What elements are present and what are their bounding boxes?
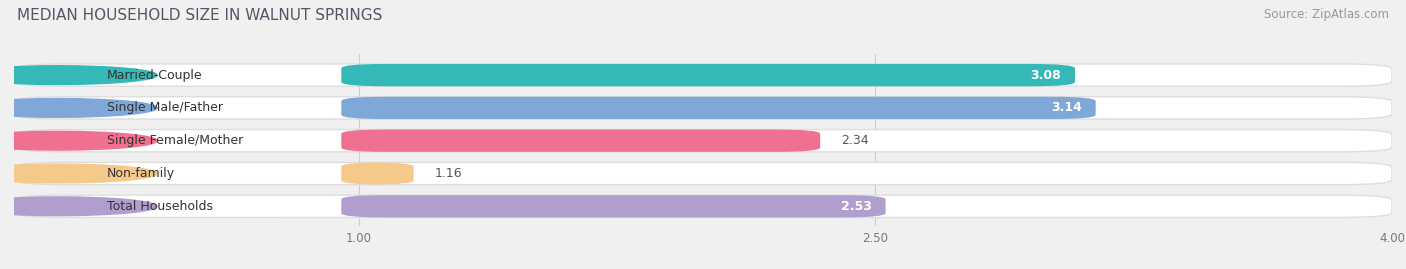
Text: Married-Couple: Married-Couple [107,69,202,82]
Text: 3.14: 3.14 [1052,101,1083,114]
FancyBboxPatch shape [14,97,1392,119]
Text: 2.34: 2.34 [841,134,869,147]
Circle shape [0,131,157,150]
Circle shape [0,197,157,216]
Circle shape [0,98,157,117]
FancyBboxPatch shape [14,64,1392,86]
Text: Total Households: Total Households [107,200,214,213]
Text: 3.08: 3.08 [1031,69,1062,82]
FancyBboxPatch shape [14,162,1392,185]
Text: Single Female/Mother: Single Female/Mother [107,134,243,147]
Text: MEDIAN HOUSEHOLD SIZE IN WALNUT SPRINGS: MEDIAN HOUSEHOLD SIZE IN WALNUT SPRINGS [17,8,382,23]
Text: 1.16: 1.16 [434,167,463,180]
Circle shape [0,164,157,183]
FancyBboxPatch shape [342,162,413,185]
FancyBboxPatch shape [342,130,820,152]
Text: Source: ZipAtlas.com: Source: ZipAtlas.com [1264,8,1389,21]
FancyBboxPatch shape [14,130,1392,152]
FancyBboxPatch shape [14,195,1392,217]
FancyBboxPatch shape [342,97,1095,119]
FancyBboxPatch shape [342,64,1076,86]
Text: Non-family: Non-family [107,167,176,180]
Text: 2.53: 2.53 [841,200,872,213]
Text: Single Male/Father: Single Male/Father [107,101,224,114]
FancyBboxPatch shape [24,65,318,85]
Circle shape [0,66,157,84]
FancyBboxPatch shape [24,131,318,151]
FancyBboxPatch shape [24,98,318,118]
FancyBboxPatch shape [342,195,886,217]
FancyBboxPatch shape [24,196,318,216]
FancyBboxPatch shape [24,164,318,183]
